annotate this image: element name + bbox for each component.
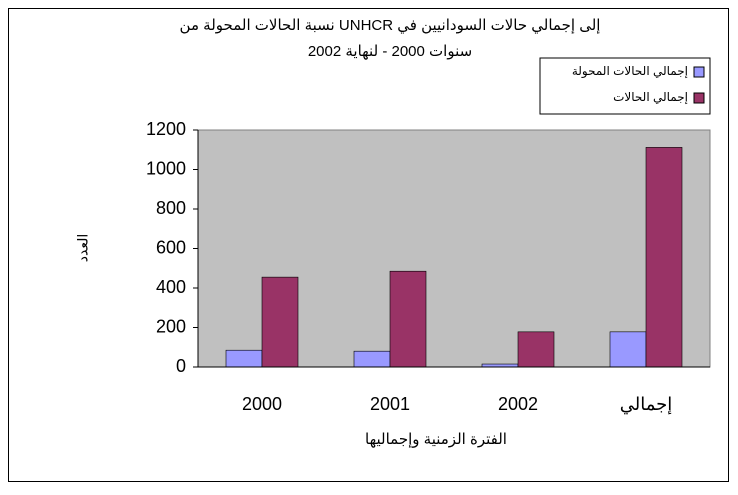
bar (353, 350, 391, 368)
legend-swatch (693, 66, 705, 78)
legend-box (539, 57, 711, 115)
bar (389, 270, 427, 368)
y-tick-label: 1200 (146, 119, 186, 139)
legend-swatch (693, 92, 705, 104)
legend-label: إجمالي الحالات المحولة (572, 64, 688, 79)
bar (225, 349, 263, 368)
bar (517, 331, 555, 368)
x-tick-label: 2001 (370, 394, 410, 414)
x-tick-label: 2000 (242, 394, 282, 414)
chart-title: سنوات 2000 - لنهاية 2002 (308, 43, 472, 60)
x-tick-label: إجمالي (620, 394, 673, 415)
chart-title: نسبة الحالات المحولة من UNHCR إلى إجمالي… (180, 17, 601, 35)
y-tick-label: 600 (156, 237, 186, 257)
x-tick-label: 2002 (498, 394, 538, 414)
bar (645, 147, 683, 368)
y-tick-label: 200 (156, 316, 186, 336)
bar (609, 331, 647, 368)
y-axis-title: العدد (75, 234, 91, 263)
legend-label: إجمالي الحالات (613, 90, 688, 104)
bar (261, 276, 299, 368)
y-tick-label: 400 (156, 277, 186, 297)
x-axis-title: الفترة الزمنية وإجماليها (365, 431, 507, 448)
y-tick-label: 1000 (146, 158, 186, 178)
y-tick-label: 800 (156, 198, 186, 218)
y-tick-label: 0 (176, 356, 186, 376)
